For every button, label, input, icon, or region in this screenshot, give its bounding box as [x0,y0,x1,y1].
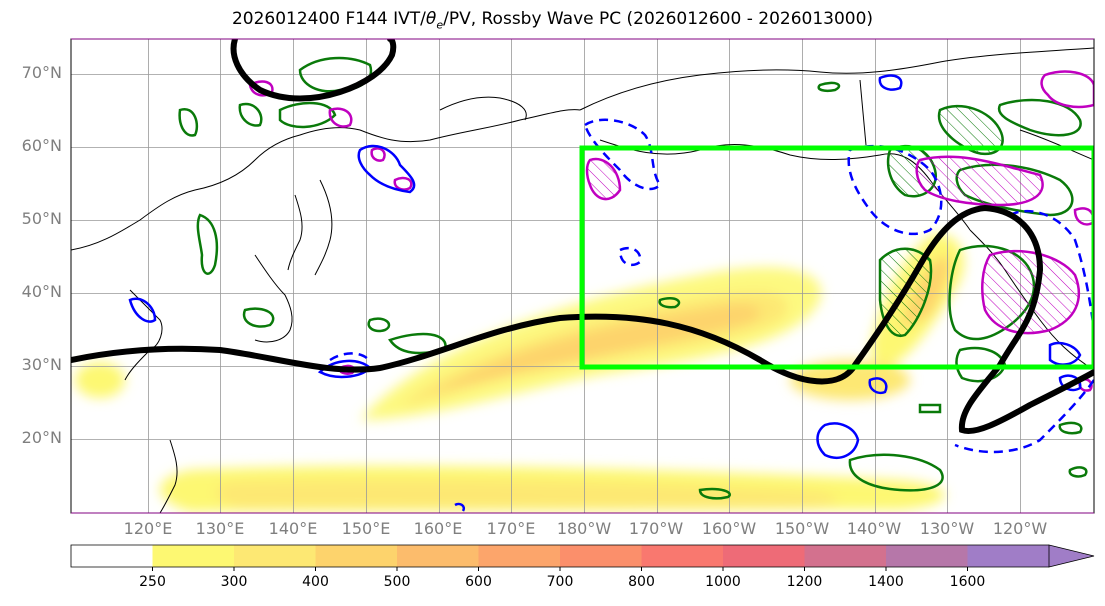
colorbar-tick-label: 800 [628,574,655,590]
colorbar [70,544,1095,571]
colorbar-tick-label: 600 [465,574,492,590]
lon-label: 140°E [268,519,318,538]
colorbar-swatch [723,545,805,567]
lat-label: 70°N [21,63,62,82]
lon-label: 140°W [846,519,902,538]
hatched-regions [587,106,1079,336]
colorbar-tick-label: 250 [139,574,166,590]
lat-label: 40°N [21,282,62,301]
lat-label: 50°N [21,209,62,228]
lon-label: 120°W [992,519,1048,538]
colorbar-swatch [886,545,968,567]
colorbar-tick-label: 1600 [949,574,986,590]
lon-label: 130°W [919,519,975,538]
rossby-wave-box [579,145,1094,370]
lat-label: 20°N [21,428,62,447]
blue-contours [128,74,1082,512]
colorbar-swatch [71,545,153,567]
colorbar-tick-label: 1000 [705,574,741,590]
coastlines [71,47,1094,513]
colorbar-tick-label: 400 [302,574,329,590]
colorbar-extend-arrow [1048,544,1095,568]
colorbar-swatch [397,545,479,567]
lon-label: 160°W [701,519,757,538]
colorbar-tick-label: 1200 [786,574,823,590]
lon-label: 150°W [774,519,830,538]
colorbar-swatch [967,545,1050,567]
colorbar-swatch [804,545,887,567]
lon-label: 170°E [486,519,536,538]
lon-label: 160°E [413,519,463,538]
lat-label: 30°N [21,355,62,374]
lon-label: 150°E [341,519,391,538]
magenta-contours [248,70,1094,392]
colorbar-swatch [152,545,235,567]
colorbar-tick-label: 500 [383,574,411,590]
colorbar-tick-label: 300 [220,574,248,590]
colorbar-swatch [478,545,561,567]
lon-label: 180°W [556,519,612,538]
lat-label: 60°N [21,136,62,155]
colorbar-swatch [234,545,316,567]
lon-label: 130°E [195,519,245,538]
blue-dashed-contours [329,118,1094,454]
ivt-shading [75,234,965,512]
colorbar-swatch [560,545,642,567]
colorbar-tick-label: 700 [546,574,574,590]
map-title: 2026012400 F144 IVT/θe/PV, Rossby Wave P… [231,9,874,32]
colorbar-swatch [641,545,724,567]
pv-contour [71,39,1094,435]
lon-label: 170°W [628,519,684,538]
lon-label: 120°E [123,519,173,538]
colorbar-swatch [315,545,398,567]
colorbar-tick-label: 1400 [868,574,904,590]
